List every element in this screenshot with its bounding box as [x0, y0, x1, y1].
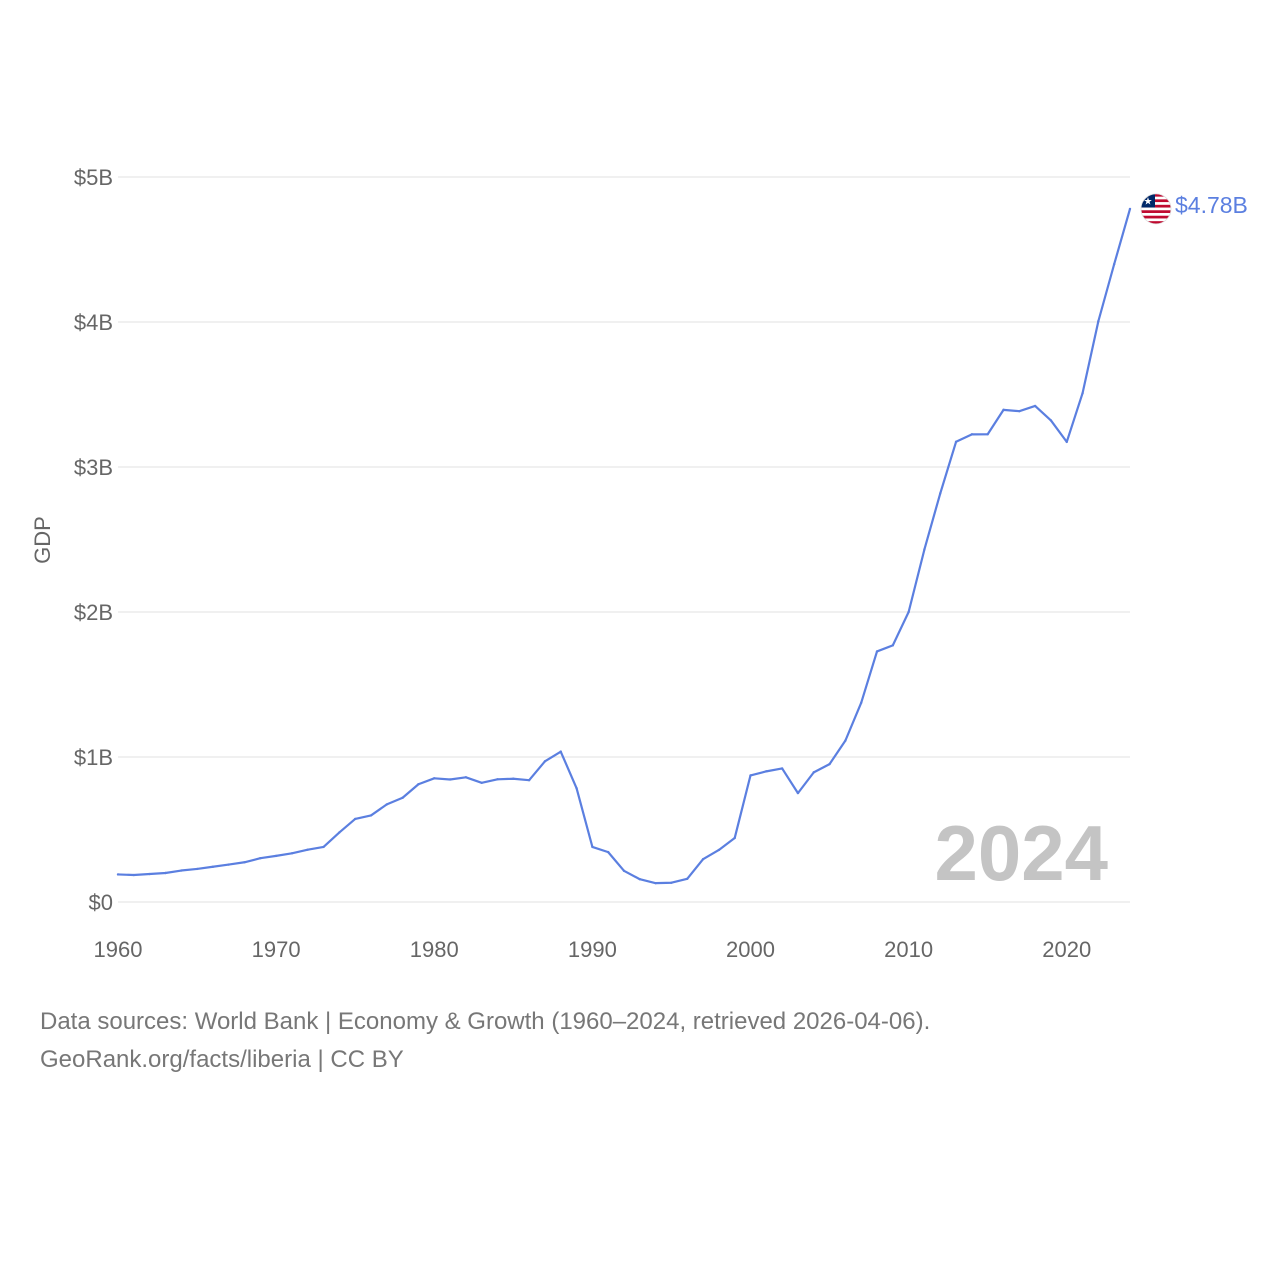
y-tick-label: $0 [89, 890, 113, 915]
end-marker: ★ $4.78B [1140, 192, 1248, 225]
data-point [433, 777, 436, 780]
data-point [527, 779, 531, 782]
data-point [1112, 262, 1116, 266]
data-point [591, 845, 594, 849]
data-point [828, 762, 831, 766]
data-point [116, 873, 120, 876]
data-point [385, 803, 389, 806]
data-point [290, 852, 294, 855]
data-point [939, 492, 942, 495]
data-point [353, 817, 357, 821]
year-watermark: 2024 [934, 809, 1108, 897]
data-point [243, 861, 246, 864]
data-point [274, 854, 278, 858]
data-point [670, 881, 673, 884]
data-point [891, 644, 895, 647]
data-point [812, 771, 815, 774]
data-point [259, 857, 262, 860]
data-point [1128, 207, 1132, 211]
y-tick-label: $2B [74, 600, 113, 625]
data-point [496, 778, 499, 781]
data-point [338, 831, 341, 834]
x-tick-label: 2000 [726, 937, 775, 962]
data-point [875, 650, 879, 653]
x-tick-label: 2020 [1042, 937, 1091, 962]
data-point [306, 848, 309, 851]
data-point [1049, 419, 1053, 422]
data-point [844, 739, 847, 742]
data-point [907, 610, 910, 614]
data-point [717, 848, 721, 852]
x-axis: 1960 1970 1980 1990 2000 2010 2020 [94, 937, 1092, 962]
data-point [322, 845, 325, 849]
data-point [575, 786, 578, 790]
data-point [1018, 409, 1021, 413]
data-point [180, 869, 183, 872]
data-point [986, 433, 989, 436]
data-point [1081, 391, 1084, 395]
svg-text:★: ★ [1144, 196, 1153, 207]
gridlines [118, 176, 1130, 903]
data-point [859, 701, 863, 704]
data-point [417, 783, 420, 786]
x-tick-label: 2010 [884, 937, 933, 962]
data-point [765, 770, 768, 773]
data-point [195, 867, 199, 871]
gdp-series-line [117, 208, 1132, 885]
data-point [733, 836, 736, 840]
data-point [1002, 408, 1005, 412]
data-point [132, 873, 136, 877]
data-point [749, 774, 752, 777]
data-point [606, 850, 610, 854]
gdp-line-chart: $0 $1B $2B $3B $4B $5B 1960 1970 1980 1990 2000 20… [30, 165, 1248, 962]
y-axis-title: GDP [30, 516, 55, 564]
data-points [116, 207, 1132, 885]
y-axis: $0 $1B $2B $3B $4B $5B [74, 165, 113, 915]
data-point [543, 760, 547, 763]
x-tick-label: 1980 [410, 937, 459, 962]
x-tick-label: 1990 [568, 937, 617, 962]
data-sources-line: Data sources: World Bank | Economy & Gro… [40, 1008, 931, 1035]
y-tick-label: $5B [74, 165, 113, 190]
data-point [1065, 440, 1068, 444]
data-point [954, 440, 958, 443]
data-point [970, 433, 974, 436]
credit-line: GeoRank.org/facts/liberia | CC BY [40, 1046, 404, 1073]
data-point [654, 881, 657, 885]
data-point [369, 814, 373, 817]
source-note: Data sources: World Bank | Economy & Gro… [40, 1003, 1240, 1079]
x-tick-label: 1960 [94, 937, 143, 962]
liberia-flag-icon: ★ [1140, 193, 1172, 225]
data-point [686, 877, 689, 880]
end-value-label: $4.78B [1175, 192, 1248, 218]
y-tick-label: $3B [74, 455, 113, 480]
data-point [448, 778, 452, 781]
data-point [211, 865, 215, 868]
data-point [1097, 319, 1100, 323]
y-tick-label: $4B [74, 310, 113, 335]
data-point [164, 871, 167, 875]
data-point [638, 878, 642, 881]
x-tick-label: 1970 [252, 937, 301, 962]
data-point [780, 767, 784, 770]
data-point [559, 750, 562, 753]
data-point [796, 791, 800, 795]
data-point [227, 863, 230, 866]
data-point [1033, 404, 1037, 408]
data-point [464, 776, 468, 779]
y-tick-label: $1B [74, 745, 113, 770]
data-point [923, 548, 926, 551]
data-point [622, 869, 626, 873]
data-point [401, 796, 404, 799]
data-point [148, 872, 151, 876]
data-point [480, 781, 483, 785]
data-point [701, 858, 705, 861]
data-point [512, 777, 515, 780]
